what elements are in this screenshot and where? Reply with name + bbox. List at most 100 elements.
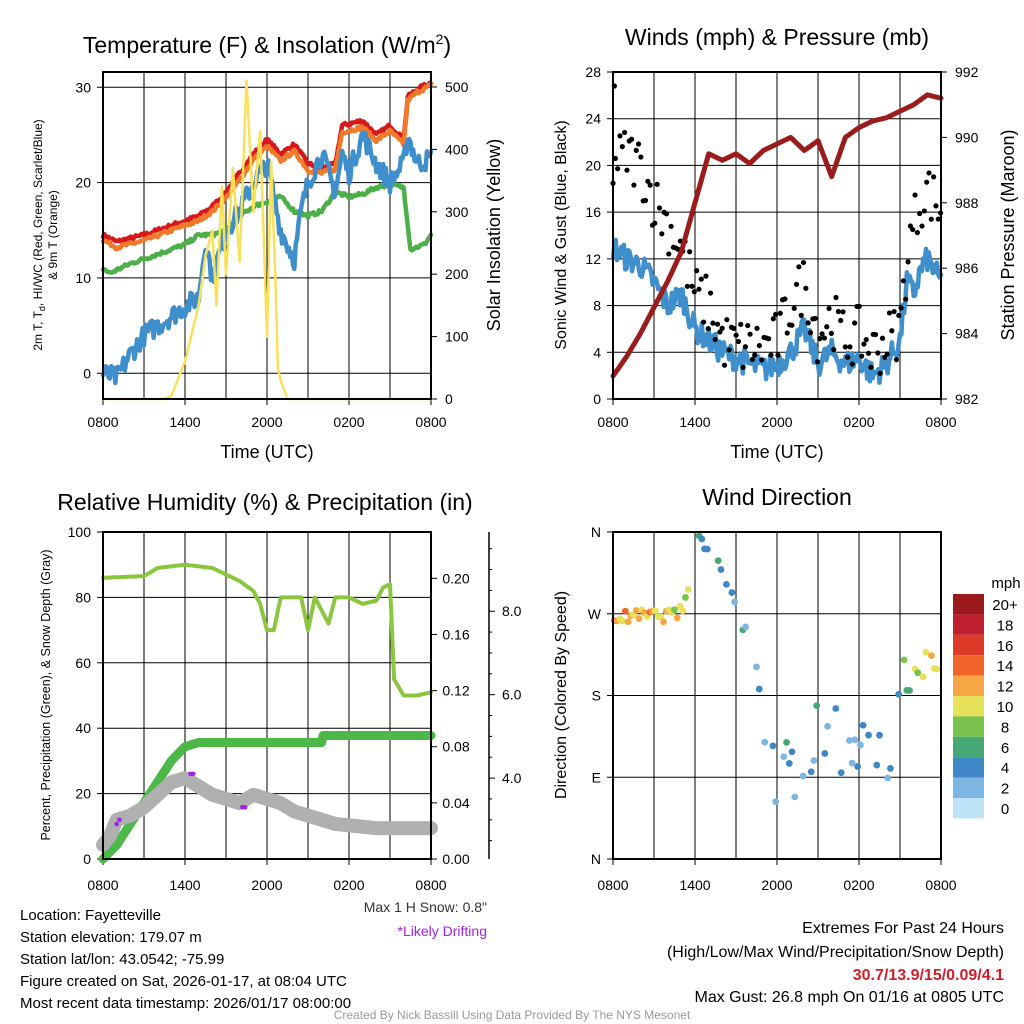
colorbar-label: 16 [997, 638, 1014, 655]
x-tick-label: 0800 [415, 877, 446, 893]
extremes-subtitle: (High/Low/Max Wind/Precipitation/Snow De… [667, 944, 1004, 961]
gust-point [638, 154, 644, 160]
credit-text: Created By Nick Bassill Using Data Provi… [334, 1008, 691, 1022]
gust-point [784, 330, 790, 336]
direction-point [922, 648, 930, 656]
gust-point [694, 268, 700, 274]
direction-point [788, 748, 796, 756]
y-tick-label: 100 [68, 524, 92, 540]
direction-point [632, 607, 640, 614]
gust-point [701, 319, 707, 325]
y-tick-label: 0 [83, 365, 91, 381]
pressure-line [610, 92, 944, 379]
gust-point [826, 305, 832, 312]
gust-point [756, 342, 762, 349]
gust-point [856, 303, 862, 309]
gust-point [696, 286, 702, 292]
latlon-text: Station lat/lon: 43.0542; -75.99 [20, 951, 224, 968]
gust-point [905, 259, 911, 265]
gust-point [858, 353, 865, 359]
y-tick-label: 10 [75, 270, 91, 286]
drifting-point [117, 817, 122, 823]
y-tick-label: 20 [75, 175, 91, 191]
gust-point [900, 278, 907, 284]
x-tick-label: 1400 [169, 877, 200, 893]
td-line [100, 180, 434, 275]
humidity-panel-title: Relative Humidity (%) & Precipitation (i… [57, 489, 472, 515]
gust-point [714, 321, 721, 327]
gust-point [631, 182, 637, 188]
gust-point [724, 317, 730, 323]
y-tick-label: 20 [585, 157, 601, 173]
direction-point [671, 606, 678, 614]
y-tick-label: E [592, 769, 601, 785]
x-tick-label: 0800 [597, 877, 628, 893]
x-tick-label: 2000 [251, 877, 282, 893]
gust-point [666, 251, 672, 257]
gust-point [773, 311, 779, 317]
direction-point [856, 741, 864, 749]
direction-point [753, 663, 760, 671]
direction-point [873, 761, 881, 769]
humidity-y-label: Percent, Precipitation (Green), & Snow D… [39, 549, 53, 840]
gust-point [891, 308, 897, 315]
colorbar-title: mph [991, 575, 1020, 592]
gust-point [628, 136, 635, 142]
gust-point [719, 325, 725, 331]
y-tick-label: 0 [83, 851, 91, 867]
gust-point [849, 361, 855, 367]
y2-tick-label: 986 [955, 260, 979, 276]
colorbar-swatch [953, 798, 984, 819]
direction-point [755, 685, 763, 693]
gust-point [705, 325, 711, 332]
gust-point [819, 331, 825, 337]
colorbar-swatch [953, 594, 984, 615]
direction-point [703, 545, 711, 553]
gust-point [831, 347, 837, 353]
colorbar-swatch [953, 696, 984, 717]
direction-point [854, 763, 862, 770]
gust-point [642, 197, 649, 204]
wind-y-label: Sonic Wind & Gust (Blue, Black) [553, 120, 570, 349]
pressure-y-label: Station Pressure (Maroon) [998, 129, 1018, 340]
gust-point [928, 216, 934, 222]
gust-point [684, 283, 690, 289]
temperature-x-label: Time (UTC) [220, 442, 313, 462]
direction-point [785, 760, 793, 767]
y2-tick-label: 984 [955, 326, 979, 342]
hi-wc-line [100, 130, 434, 386]
direction-point [895, 690, 903, 698]
gust-point [919, 223, 925, 229]
gust-point [731, 325, 737, 332]
gust-point [814, 359, 821, 365]
colorbar-label: 18 [997, 617, 1014, 634]
gust-point [817, 336, 823, 342]
x-tick-label: 2000 [761, 877, 792, 893]
gust-point [875, 350, 881, 356]
gust-point [687, 249, 693, 255]
gust-point [668, 223, 674, 229]
direction-point [799, 772, 807, 780]
gust-point [842, 344, 848, 350]
gust-point [898, 305, 904, 311]
gust-point [914, 229, 920, 236]
drifting-note: *Likely Drifting [398, 923, 487, 939]
gust-point [924, 179, 930, 185]
gust-point [935, 216, 941, 222]
drifting-point [242, 804, 248, 810]
panel-2: 0800 1400 2000 0200 0800 0 4 8 12 16 20 24 28 982 984 9… [585, 64, 978, 430]
y2-tick-label: 500 [445, 79, 469, 95]
y-tick-label: 20 [75, 786, 91, 802]
direction-point [813, 702, 821, 710]
direction-point [684, 586, 692, 593]
gust-point [698, 276, 704, 282]
gust-point [710, 320, 716, 326]
direction-point [807, 768, 815, 776]
y2-tick-label: 0.08 [442, 739, 469, 755]
direction-point [723, 581, 730, 588]
direction-point [682, 594, 689, 601]
direction-point [728, 589, 736, 596]
gust-point [768, 352, 774, 358]
y-tick-label: S [592, 688, 601, 704]
